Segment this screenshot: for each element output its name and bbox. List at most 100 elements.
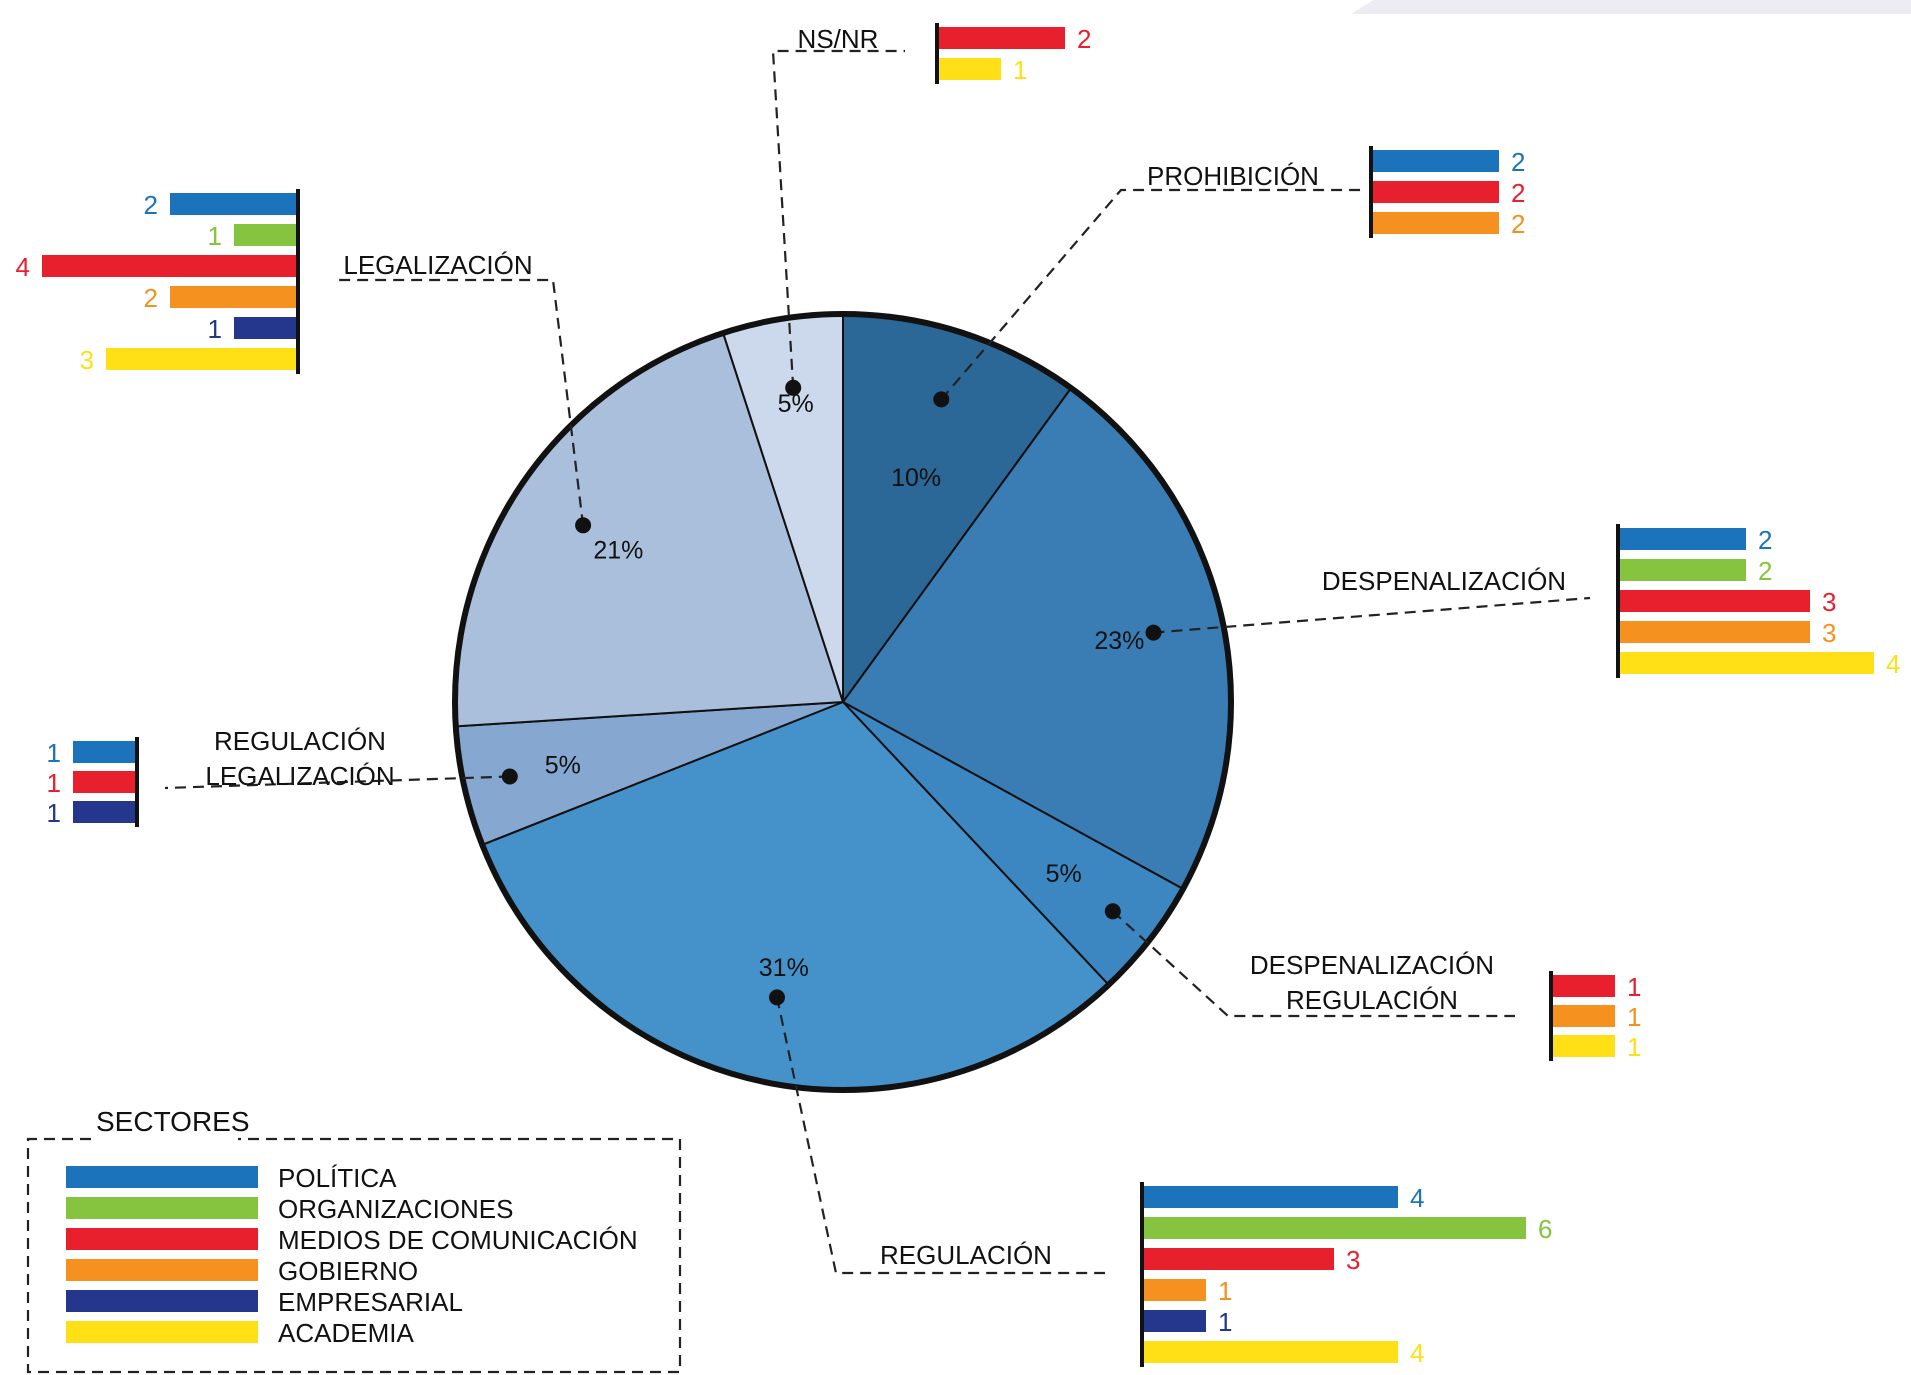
category-label-legalizacion: LEGALIZACIÓN [343,250,532,280]
callout-dot-despenalizacion [1145,624,1162,641]
bar-despenalizacion-politica [1618,528,1746,550]
callout-prohibicion: PROHIBICIÓN [933,161,1364,408]
percent-label-regulacion: 31% [759,954,809,982]
bar-value-regulacion-gobierno: 1 [1218,1276,1232,1306]
bar-despenalizacion-regulacion-medios [1551,975,1615,997]
bar-value-despenalizacion-regulacion-medios: 1 [1627,972,1641,1002]
percent-label-despenalizacion-regulacion: 5% [1046,860,1082,888]
legend-swatch-gobierno [66,1259,258,1281]
bar-despenalizacion-academia [1618,652,1874,674]
leader-line-regulacion-legalizacion [164,775,510,790]
bar-nsnr-medios [937,27,1065,49]
bar-value-despenalizacion-gobierno: 3 [1822,618,1836,648]
category-label-regulacion-legalizacion-1: REGULACIÓN [214,726,386,756]
legend-label-politica: POLÍTICA [278,1163,397,1193]
category-label-regulacion-legalizacion-2: LEGALIZACIÓN [205,761,394,791]
bar-legalizacion-medios [42,255,298,277]
legend-swatch-empresarial [66,1290,258,1312]
sector-bars-despenalizacion: 22 33 4 [1616,524,1900,679]
callout-nsnr: NS/NR [771,24,905,396]
bar-value-regulacion-legalizacion-politica: 1 [47,738,61,768]
sector-bars-prohibicion: 222 [1369,146,1525,239]
pie-slices [454,312,1232,1091]
bar-regulacion-legalizacion-politica [73,741,137,763]
callout-dot-prohibicion [933,391,950,408]
callout-despenalizacion-regulacion: DESPENALIZACIÓN REGULACIÓN [1104,903,1515,1018]
bar-value-nsnr-medios: 2 [1077,24,1091,54]
bar-prohibicion-politica [1371,150,1499,172]
callout-dot-legalizacion [575,517,592,534]
bar-value-regulacion-politica: 4 [1410,1183,1424,1213]
bar-despenalizacion-organizaciones [1618,559,1746,581]
pie-outline [452,311,1234,1093]
legend-label-academia: ACADEMIA [278,1318,414,1348]
bar-value-despenalizacion-medios: 3 [1822,587,1836,617]
legend-swatch-academia [66,1321,258,1343]
callout-dot-despenalizacion-regulacion [1104,903,1121,920]
corner-decoration [1351,0,1911,14]
legend-title: SECTORES [96,1106,250,1137]
bar-value-despenalizacion-organizaciones: 2 [1758,556,1772,586]
bar-regulacion-empresarial [1142,1310,1206,1332]
legend-swatch-organizaciones [66,1197,258,1219]
bar-despenalizacion-regulacion-gobierno [1551,1005,1615,1027]
bar-value-despenalizacion-politica: 2 [1758,525,1772,555]
leader-line-prohibicion [940,188,1364,401]
bar-prohibicion-gobierno [1371,212,1499,234]
bar-value-despenalizacion-academia: 4 [1886,649,1900,679]
bar-value-prohibicion-medios: 2 [1511,178,1525,208]
bar-value-legalizacion-politica: 2 [144,190,158,220]
bar-value-legalizacion-academia: 3 [80,345,94,375]
bar-despenalizacion-gobierno [1618,621,1810,643]
leader-line-despenalizacion-regulacion [1112,910,1515,1018]
category-label-despenalizacion-regulacion-2: REGULACIÓN [1286,985,1458,1015]
bar-legalizacion-empresarial [234,317,298,339]
bar-regulacion-organizaciones [1142,1217,1526,1239]
bar-legalizacion-politica [170,193,298,215]
bar-value-regulacion-empresarial: 1 [1218,1307,1232,1337]
category-label-despenalizacion-regulacion-1: DESPENALIZACIÓN [1250,950,1494,980]
bar-value-despenalizacion-regulacion-gobierno: 1 [1627,1002,1641,1032]
leader-line-legalizacion [333,278,585,526]
callout-despenalizacion: DESPENALIZACIÓN [1145,566,1591,641]
leader-line-nsnr [771,49,905,388]
bar-despenalizacion-regulacion-academia [1551,1035,1615,1057]
category-label-despenalizacion: DESPENALIZACIÓN [1322,566,1566,596]
bar-regulacion-legalizacion-empresarial [73,801,137,823]
bar-legalizacion-organizaciones [234,224,298,246]
bar-regulacion-gobierno [1142,1279,1206,1301]
legend-swatch-politica [66,1166,258,1188]
callout-dot-regulacion [769,989,785,1006]
pie-percent-labels: 10%23%5%31%5%21%5% [545,390,1145,982]
sector-bars-legalizacion: 2 1 4 2 1 3 [16,189,300,375]
bar-value-prohibicion-gobierno: 2 [1511,209,1525,239]
bar-value-regulacion-legalizacion-medios: 1 [47,768,61,798]
bar-value-regulacion-organizaciones: 6 [1538,1214,1552,1244]
bar-value-legalizacion-empresarial: 1 [208,314,222,344]
bar-regulacion-medios [1142,1248,1334,1270]
bar-value-legalizacion-organizaciones: 1 [208,221,222,251]
bar-value-regulacion-academia: 4 [1410,1338,1424,1368]
leader-line-despenalizacion [1153,596,1591,634]
bar-value-nsnr-academia: 1 [1013,55,1027,85]
legend-label-medios: MEDIOS DE COMUNICACIÓN [278,1225,638,1255]
percent-label-prohibicion: 10% [891,464,941,492]
bar-regulacion-politica [1142,1186,1398,1208]
sector-bars-regulacion: 4 6 3 11 4 [1140,1182,1552,1368]
bar-value-regulacion-legalizacion-empresarial: 1 [47,798,61,828]
callout-dot-nsnr [785,379,802,396]
callout-dot-regulacion-legalizacion [501,768,518,785]
sector-bars-nsnr: 21 [935,23,1091,85]
bar-value-prohibicion-politica: 2 [1511,147,1525,177]
sector-bars-regulacion-legalizacion: 111 [47,737,139,828]
category-label-prohibicion: PROHIBICIÓN [1147,161,1319,191]
bar-despenalizacion-medios [1618,590,1810,612]
bar-prohibicion-medios [1371,181,1499,203]
bar-value-despenalizacion-regulacion-academia: 1 [1627,1032,1641,1062]
bar-regulacion-academia [1142,1341,1398,1363]
bar-value-legalizacion-gobierno: 2 [144,283,158,313]
percent-label-regulacion-legalizacion: 5% [545,752,581,780]
callout-legalizacion: LEGALIZACIÓN [333,250,592,534]
